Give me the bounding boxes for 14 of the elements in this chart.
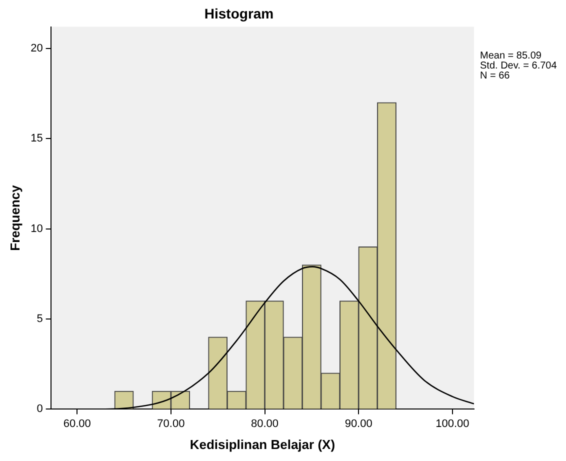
y-tick-label: 20 (30, 42, 43, 54)
y-tick-label: 10 (30, 222, 43, 235)
x-axis-title: Kedisiplinan Belajar (X) (190, 436, 336, 452)
chart-title: Histogram (204, 5, 274, 22)
x-tick-label: 100.00 (436, 418, 470, 430)
y-tick-label: 5 (36, 313, 43, 326)
y-tick-label: 0 (36, 403, 43, 416)
x-tick-label: 80.00 (251, 418, 279, 430)
x-tick-label: 90.00 (344, 418, 372, 430)
x-tick-label: 70.00 (157, 418, 185, 430)
x-tick-label: 60.00 (63, 418, 91, 430)
y-tick-label: 15 (30, 132, 43, 145)
y-axis-title: Frequency (7, 184, 22, 251)
text: Mean = 85.09 Std. Dev. = 6.704 N = 66 (480, 50, 558, 82)
